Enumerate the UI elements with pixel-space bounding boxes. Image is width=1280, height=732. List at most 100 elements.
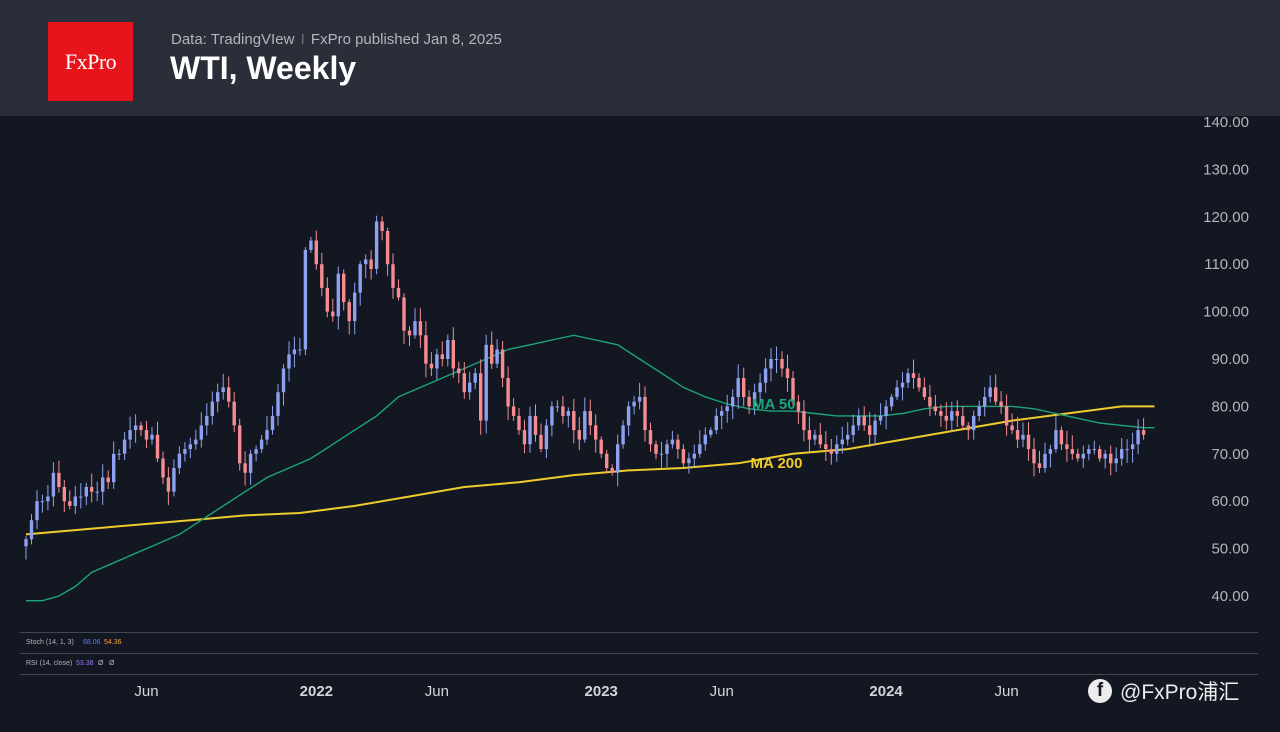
candle-body bbox=[785, 368, 790, 378]
candle-body bbox=[1087, 449, 1091, 454]
candle-body bbox=[813, 434, 817, 440]
candle-body bbox=[1070, 449, 1074, 454]
stoch-value-d: 54.36 bbox=[104, 639, 122, 646]
candle-body bbox=[747, 396, 751, 407]
candle-body bbox=[550, 406, 554, 426]
candle-body bbox=[939, 411, 943, 416]
y-tick-label: 100.00 bbox=[1203, 304, 1249, 321]
candle-body bbox=[29, 520, 34, 540]
candle-body bbox=[1136, 430, 1140, 445]
candle-body bbox=[128, 430, 132, 440]
candle-body bbox=[659, 453, 664, 455]
candle-body bbox=[500, 349, 505, 378]
candle-body bbox=[1004, 406, 1009, 426]
candle-body bbox=[857, 415, 861, 426]
candle-body bbox=[539, 434, 543, 449]
candle-body bbox=[254, 449, 258, 454]
x-tick-label: Jun bbox=[995, 683, 1019, 700]
y-tick-label: 40.00 bbox=[1211, 588, 1249, 605]
candle-body bbox=[276, 392, 280, 416]
candle-body bbox=[457, 368, 461, 374]
watermark: f @FxPro浦汇 bbox=[1088, 676, 1239, 706]
candle-body bbox=[911, 373, 916, 378]
candle-body bbox=[884, 406, 888, 416]
candle-body bbox=[1081, 453, 1085, 459]
candle-body bbox=[966, 425, 970, 431]
candle-body bbox=[199, 425, 203, 440]
candle-body bbox=[1032, 449, 1036, 464]
candle-body bbox=[451, 340, 455, 369]
candle-body bbox=[336, 273, 340, 317]
candle-body bbox=[511, 406, 516, 416]
candle-body bbox=[944, 415, 948, 421]
candle-body bbox=[846, 434, 850, 440]
fxpro-logo: FxPro bbox=[48, 22, 133, 101]
candle-body bbox=[670, 439, 675, 445]
candle-body bbox=[572, 411, 576, 431]
candle-body bbox=[928, 396, 932, 407]
candle-body bbox=[616, 444, 620, 473]
candle-body bbox=[57, 472, 61, 487]
candle-body bbox=[583, 411, 587, 440]
candle-body bbox=[802, 411, 806, 431]
publisher-info: FxPro published Jan 8, 2025 bbox=[310, 31, 502, 48]
candle-body bbox=[742, 378, 746, 397]
candle-body bbox=[79, 496, 83, 498]
candle-body bbox=[90, 487, 94, 492]
data-source: Data: TradingVIew bbox=[171, 31, 295, 48]
candle-body bbox=[648, 430, 653, 445]
candle-body bbox=[1026, 434, 1031, 449]
candle-body bbox=[824, 444, 828, 449]
candle-body bbox=[917, 378, 921, 388]
candle-body bbox=[1048, 449, 1053, 454]
candle-body bbox=[369, 259, 373, 269]
candle-body bbox=[259, 439, 264, 450]
candle-body bbox=[988, 387, 992, 397]
price-chart[interactable]: 140.00 130.00 120.00 110.00 100.00 90.00 80.00… bbox=[0, 116, 1280, 732]
candle-body bbox=[758, 382, 762, 393]
candle-body bbox=[385, 231, 390, 265]
candle-body bbox=[292, 349, 297, 355]
candle-body bbox=[418, 321, 423, 336]
candle-body bbox=[216, 392, 220, 402]
candle-body bbox=[862, 415, 866, 426]
ma50-line bbox=[26, 334, 1155, 602]
candle-body bbox=[232, 401, 236, 426]
candle-body bbox=[479, 373, 483, 421]
x-tick-label: 2023 bbox=[585, 683, 618, 700]
candle-body bbox=[133, 425, 138, 431]
ma200-line bbox=[25, 405, 1155, 536]
candle-body bbox=[1141, 430, 1146, 435]
candle-body bbox=[752, 392, 757, 407]
candle-body bbox=[517, 415, 521, 431]
candle-body bbox=[1125, 449, 1129, 451]
candle-body bbox=[413, 321, 417, 336]
candle-body bbox=[1098, 449, 1102, 459]
candle-body bbox=[221, 387, 225, 393]
candle-body bbox=[468, 382, 472, 393]
candle-body bbox=[380, 221, 384, 231]
candle-body bbox=[396, 287, 401, 298]
candle-body bbox=[155, 434, 160, 459]
candle-body bbox=[194, 439, 198, 445]
candle-body bbox=[150, 434, 154, 440]
candle-body bbox=[528, 415, 532, 445]
candle-body bbox=[303, 250, 308, 350]
candle-body bbox=[139, 425, 143, 431]
y-tick-label: 90.00 bbox=[1211, 351, 1249, 368]
candle-body bbox=[144, 430, 149, 440]
candle-body bbox=[331, 311, 335, 317]
rsi-label: RSI (14, close) bbox=[26, 660, 72, 667]
x-tick-label: 2022 bbox=[300, 683, 333, 700]
candle-body bbox=[714, 415, 718, 431]
candle-body bbox=[889, 396, 894, 407]
candle-body bbox=[172, 468, 176, 492]
candle-body bbox=[533, 415, 538, 435]
candle-body bbox=[681, 449, 686, 464]
candle-body bbox=[725, 406, 729, 412]
candle-body bbox=[955, 411, 959, 416]
candle-body bbox=[840, 439, 844, 445]
chart-subtitle: Data: TradingVIew I FxPro published Jan … bbox=[171, 31, 502, 48]
candle-body bbox=[391, 264, 395, 288]
stoch-label: Stoch (14, 1, 3) bbox=[26, 639, 74, 646]
